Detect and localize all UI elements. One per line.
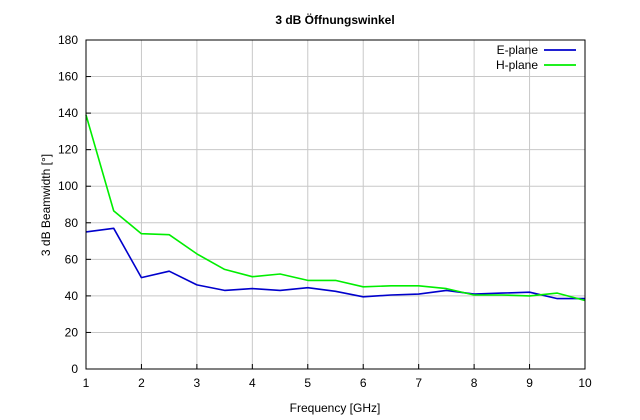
y-tick-label: 60 xyxy=(65,252,79,266)
y-tick-label: 0 xyxy=(71,362,78,376)
x-axis-label: Frequency [GHz] xyxy=(290,401,381,415)
x-tick-label: 6 xyxy=(360,376,367,390)
y-tick-label: 100 xyxy=(58,179,78,193)
y-tick-label: 40 xyxy=(65,289,79,303)
chart-title: 3 dB Öffnungswinkel xyxy=(275,12,394,27)
x-tick-label: 7 xyxy=(415,376,422,390)
x-tick-label: 8 xyxy=(471,376,478,390)
x-tick-label: 9 xyxy=(526,376,533,390)
legend-label: H-plane xyxy=(496,58,538,72)
y-tick-label: 160 xyxy=(58,70,78,84)
x-tick-label: 2 xyxy=(138,376,145,390)
y-tick-label: 120 xyxy=(58,143,78,157)
y-tick-label: 20 xyxy=(65,325,79,339)
x-tick-label: 5 xyxy=(304,376,311,390)
y-tick-label: 80 xyxy=(65,216,79,230)
legend-label: E-plane xyxy=(497,43,539,57)
x-tick-label: 3 xyxy=(194,376,201,390)
x-tick-label: 1 xyxy=(83,376,90,390)
chart-background xyxy=(0,0,640,420)
y-tick-label: 140 xyxy=(58,106,78,120)
x-tick-label: 10 xyxy=(578,376,592,390)
chart: 3 dB Öffnungswinkel 12345678910020406080… xyxy=(0,0,640,420)
y-tick-label: 180 xyxy=(58,33,78,47)
y-axis-label: 3 dB Beamwidth [°] xyxy=(39,154,53,256)
x-tick-label: 4 xyxy=(249,376,256,390)
